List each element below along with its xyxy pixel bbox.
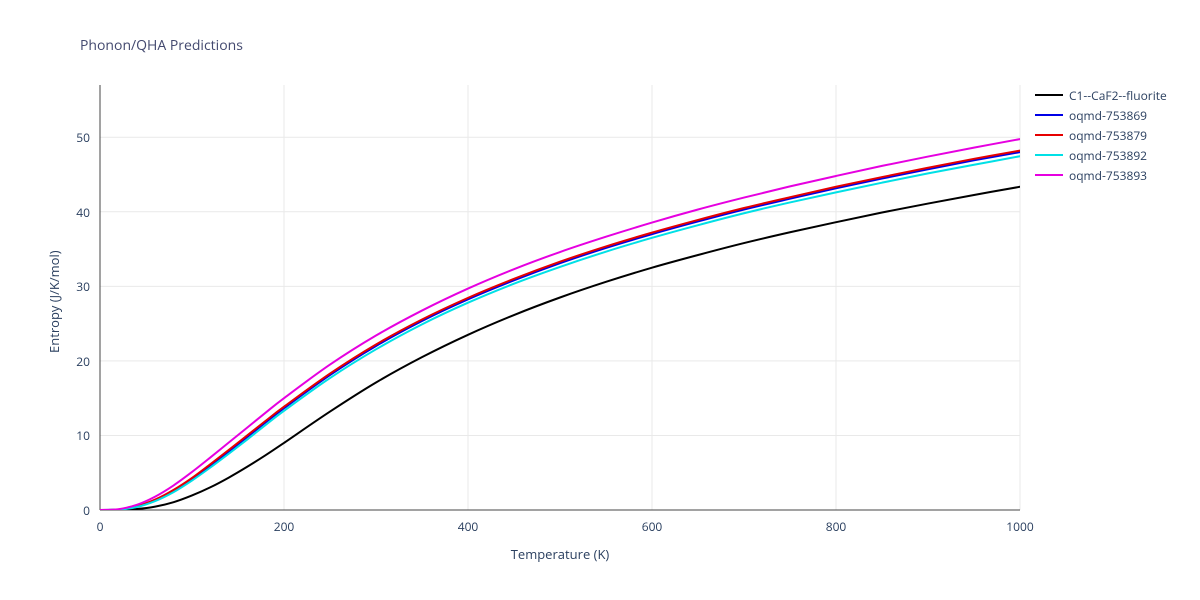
y-tick-label: 10: [76, 427, 90, 444]
y-tick-label: 20: [76, 353, 90, 370]
chart-container: Phonon/QHA Predictions Entropy (J/K/mol)…: [0, 0, 1200, 600]
x-tick-label: 200: [269, 518, 299, 535]
legend-item[interactable]: oqmd-753879: [1035, 125, 1167, 145]
legend-item[interactable]: oqmd-753893: [1035, 165, 1167, 185]
legend-swatch: [1035, 114, 1063, 116]
plot-area: [0, 0, 1200, 600]
x-axis-label: Temperature (K): [500, 545, 620, 563]
y-tick-label: 40: [76, 204, 90, 221]
legend-label: oqmd-753869: [1069, 107, 1147, 124]
legend-label: oqmd-753892: [1069, 147, 1147, 164]
legend-swatch: [1035, 94, 1063, 96]
legend-swatch: [1035, 174, 1063, 176]
series-line[interactable]: [100, 187, 1020, 510]
series-line[interactable]: [100, 156, 1020, 510]
x-tick-label: 800: [821, 518, 851, 535]
legend-label: oqmd-753893: [1069, 167, 1147, 184]
x-tick-label: 1000: [1005, 518, 1035, 535]
series-line[interactable]: [100, 151, 1020, 510]
x-tick-label: 600: [637, 518, 667, 535]
series-line[interactable]: [100, 139, 1020, 510]
y-tick-label: 30: [76, 278, 90, 295]
x-tick-label: 400: [453, 518, 483, 535]
series-line[interactable]: [100, 152, 1020, 510]
y-axis-label: Entropy (J/K/mol): [45, 250, 63, 353]
legend-label: C1--CaF2--fluorite: [1069, 87, 1167, 104]
x-tick-label: 0: [85, 518, 115, 535]
legend-item[interactable]: C1--CaF2--fluorite: [1035, 85, 1167, 105]
legend-swatch: [1035, 154, 1063, 156]
legend-item[interactable]: oqmd-753892: [1035, 145, 1167, 165]
legend-item[interactable]: oqmd-753869: [1035, 105, 1167, 125]
legend-swatch: [1035, 134, 1063, 136]
legend: C1--CaF2--fluorite oqmd-753869 oqmd-753879…: [1035, 85, 1167, 185]
legend-label: oqmd-753879: [1069, 127, 1147, 144]
y-tick-label: 0: [83, 502, 90, 519]
y-tick-label: 50: [76, 129, 90, 146]
